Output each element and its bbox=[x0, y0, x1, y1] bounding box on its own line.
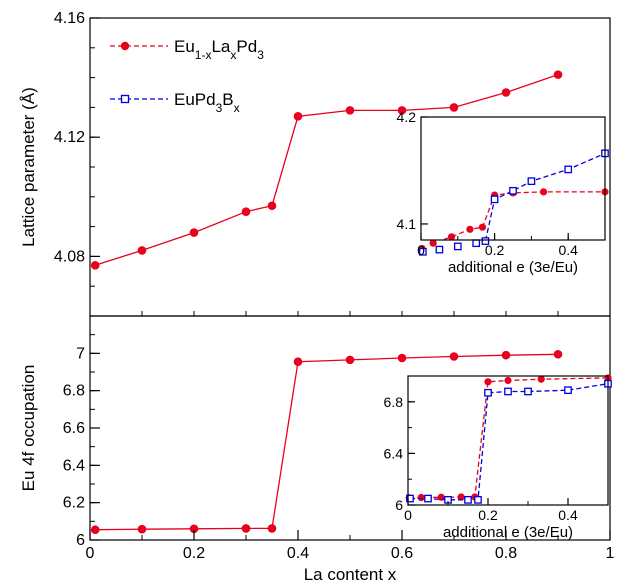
axes-frame-bottom-inset bbox=[407, 375, 609, 506]
y-tick-label-top-inset: 4.2 bbox=[397, 109, 417, 125]
data-point-top-inset-0 bbox=[539, 188, 548, 196]
x-tick-label-top-inset: 0.2 bbox=[485, 242, 505, 258]
data-point-bottom-0 bbox=[397, 353, 407, 363]
data-point-top-0 bbox=[267, 201, 277, 211]
y-tick-label-bottom: 6.4 bbox=[63, 457, 85, 474]
axes-frame-top-inset bbox=[420, 116, 606, 241]
y-tick-label-bottom-inset: 6 bbox=[395, 497, 403, 513]
y-tick-label-bottom: 6.8 bbox=[63, 383, 85, 400]
x-axis-label-bottom-inset: additional e (3e/Eu) bbox=[443, 524, 573, 541]
data-point-bottom-inset-1 bbox=[474, 495, 482, 504]
x-tick-label-top-inset: 0 bbox=[417, 242, 425, 258]
y-tick-label-bottom-inset: 6.4 bbox=[384, 445, 404, 461]
data-point-bottom-inset-1 bbox=[406, 494, 414, 503]
data-point-bottom-0 bbox=[293, 357, 303, 367]
x-tick-label-bottom-inset: 0.2 bbox=[478, 507, 498, 523]
data-point-bottom-0 bbox=[501, 350, 511, 360]
data-point-top-inset-1 bbox=[472, 239, 481, 248]
y-tick-label-bottom-inset: 6.8 bbox=[384, 394, 404, 410]
data-point-top-0 bbox=[189, 228, 199, 237]
legend-marker-circle bbox=[120, 41, 130, 51]
x-tick-label-bottom: 1 bbox=[606, 545, 615, 562]
data-point-bottom-inset-0 bbox=[537, 375, 545, 383]
data-point-bottom-inset-0 bbox=[484, 378, 492, 386]
data-point-top-inset-1 bbox=[564, 165, 573, 174]
data-point-bottom-inset-1 bbox=[504, 387, 512, 396]
data-point-top-inset-1 bbox=[527, 177, 536, 186]
data-point-top-inset-0 bbox=[447, 233, 456, 241]
data-point-top-0 bbox=[501, 88, 511, 97]
data-point-bottom-0 bbox=[267, 524, 277, 533]
data-point-top-inset-1 bbox=[435, 245, 444, 254]
data-point-bottom-0 bbox=[189, 524, 199, 534]
data-point-bottom-0 bbox=[345, 355, 355, 365]
data-point-bottom-inset-0 bbox=[457, 493, 465, 501]
data-point-top-0 bbox=[90, 261, 100, 270]
data-point-bottom-inset-0 bbox=[504, 376, 512, 385]
data-point-bottom-0 bbox=[137, 524, 147, 534]
x-axis-label-top-inset: additional e (3e/Eu) bbox=[448, 259, 578, 276]
y-tick-label-top: 4.16 bbox=[54, 10, 85, 27]
y-tick-label-top-inset: 4.1 bbox=[397, 216, 417, 232]
x-tick-label-bottom: 0.8 bbox=[495, 545, 517, 562]
data-point-top-inset-1 bbox=[418, 247, 427, 256]
legend-marker-square bbox=[120, 94, 130, 104]
x-tick-label-bottom: 0.2 bbox=[183, 545, 205, 562]
data-point-top-0 bbox=[449, 103, 459, 112]
data-point-top-inset-1 bbox=[481, 237, 490, 245]
data-point-top-inset-0 bbox=[466, 225, 474, 233]
y-axis-label-bottom: Eu 4f occupation bbox=[19, 365, 38, 492]
data-point-top-0 bbox=[241, 207, 251, 216]
y-tick-label-top: 4.12 bbox=[54, 129, 85, 146]
data-point-bottom-inset-0 bbox=[417, 493, 425, 502]
inset-background-bottom-inset bbox=[408, 376, 608, 505]
data-point-top-0 bbox=[293, 112, 303, 121]
data-point-bottom-inset-1 bbox=[484, 388, 492, 397]
data-point-bottom-0 bbox=[90, 525, 100, 535]
legend-label-eu-la-pd3: Eu1-xLaxPd3 bbox=[174, 37, 264, 62]
x-tick-label-bottom: 0 bbox=[86, 545, 95, 562]
x-tick-label-bottom: 0.4 bbox=[287, 545, 309, 562]
data-point-bottom-inset-1 bbox=[524, 387, 532, 396]
data-point-top-0 bbox=[137, 246, 147, 255]
x-tick-label-top-inset: 0.4 bbox=[558, 242, 578, 258]
x-tick-label-bottom: 0.6 bbox=[391, 545, 413, 562]
panel-bottom: 6 6.2 6.4 6.6 6.8 7 0 0.2 0.4 0.6 0.8 1 La content x… bbox=[19, 315, 615, 584]
data-point-top-inset-1 bbox=[453, 242, 462, 251]
data-point-top-inset-1 bbox=[509, 186, 517, 195]
y-tick-label-bottom: 7 bbox=[76, 345, 85, 362]
legend-label-eu-pd3-b: EuPd3Bx bbox=[174, 90, 240, 115]
y-tick-label-top: 4.08 bbox=[54, 248, 85, 265]
series-line-top-inset-1 bbox=[484, 152, 605, 240]
y-tick-label-bottom: 6.2 bbox=[63, 495, 85, 512]
data-point-top-0 bbox=[397, 106, 407, 115]
data-point-top-0 bbox=[553, 70, 563, 79]
inset-background-top-inset bbox=[421, 117, 605, 240]
x-axis-label-bottom: La content x bbox=[304, 565, 397, 584]
series-line-bottom-inset-1 bbox=[410, 383, 608, 501]
data-point-bottom-0 bbox=[241, 524, 251, 533]
y-tick-label-bottom: 6 bbox=[76, 532, 85, 549]
data-point-bottom-inset-1 bbox=[464, 495, 472, 504]
data-point-top-inset-1 bbox=[490, 195, 499, 204]
data-point-bottom-0 bbox=[553, 349, 563, 359]
data-point-top-inset-0 bbox=[478, 223, 487, 231]
data-point-bottom-inset-1 bbox=[424, 494, 432, 503]
y-tick-label-bottom: 6.6 bbox=[63, 420, 85, 437]
y-axis-label-top: Lattice parameter (Å) bbox=[19, 87, 38, 247]
data-point-top-0 bbox=[345, 106, 355, 115]
data-point-bottom-0 bbox=[449, 352, 459, 361]
x-tick-label-bottom-inset: 0.4 bbox=[558, 507, 578, 523]
data-point-bottom-inset-1 bbox=[564, 386, 572, 395]
data-point-top-inset-0 bbox=[429, 239, 437, 247]
panel-top: 4.08 4.12 4.16 Lattice parameter (Å) bbox=[19, 10, 611, 317]
x-tick-label-bottom-inset: 0 bbox=[404, 507, 412, 523]
legend: Eu1-xLaxPd3 EuPd3Bx bbox=[110, 37, 264, 115]
